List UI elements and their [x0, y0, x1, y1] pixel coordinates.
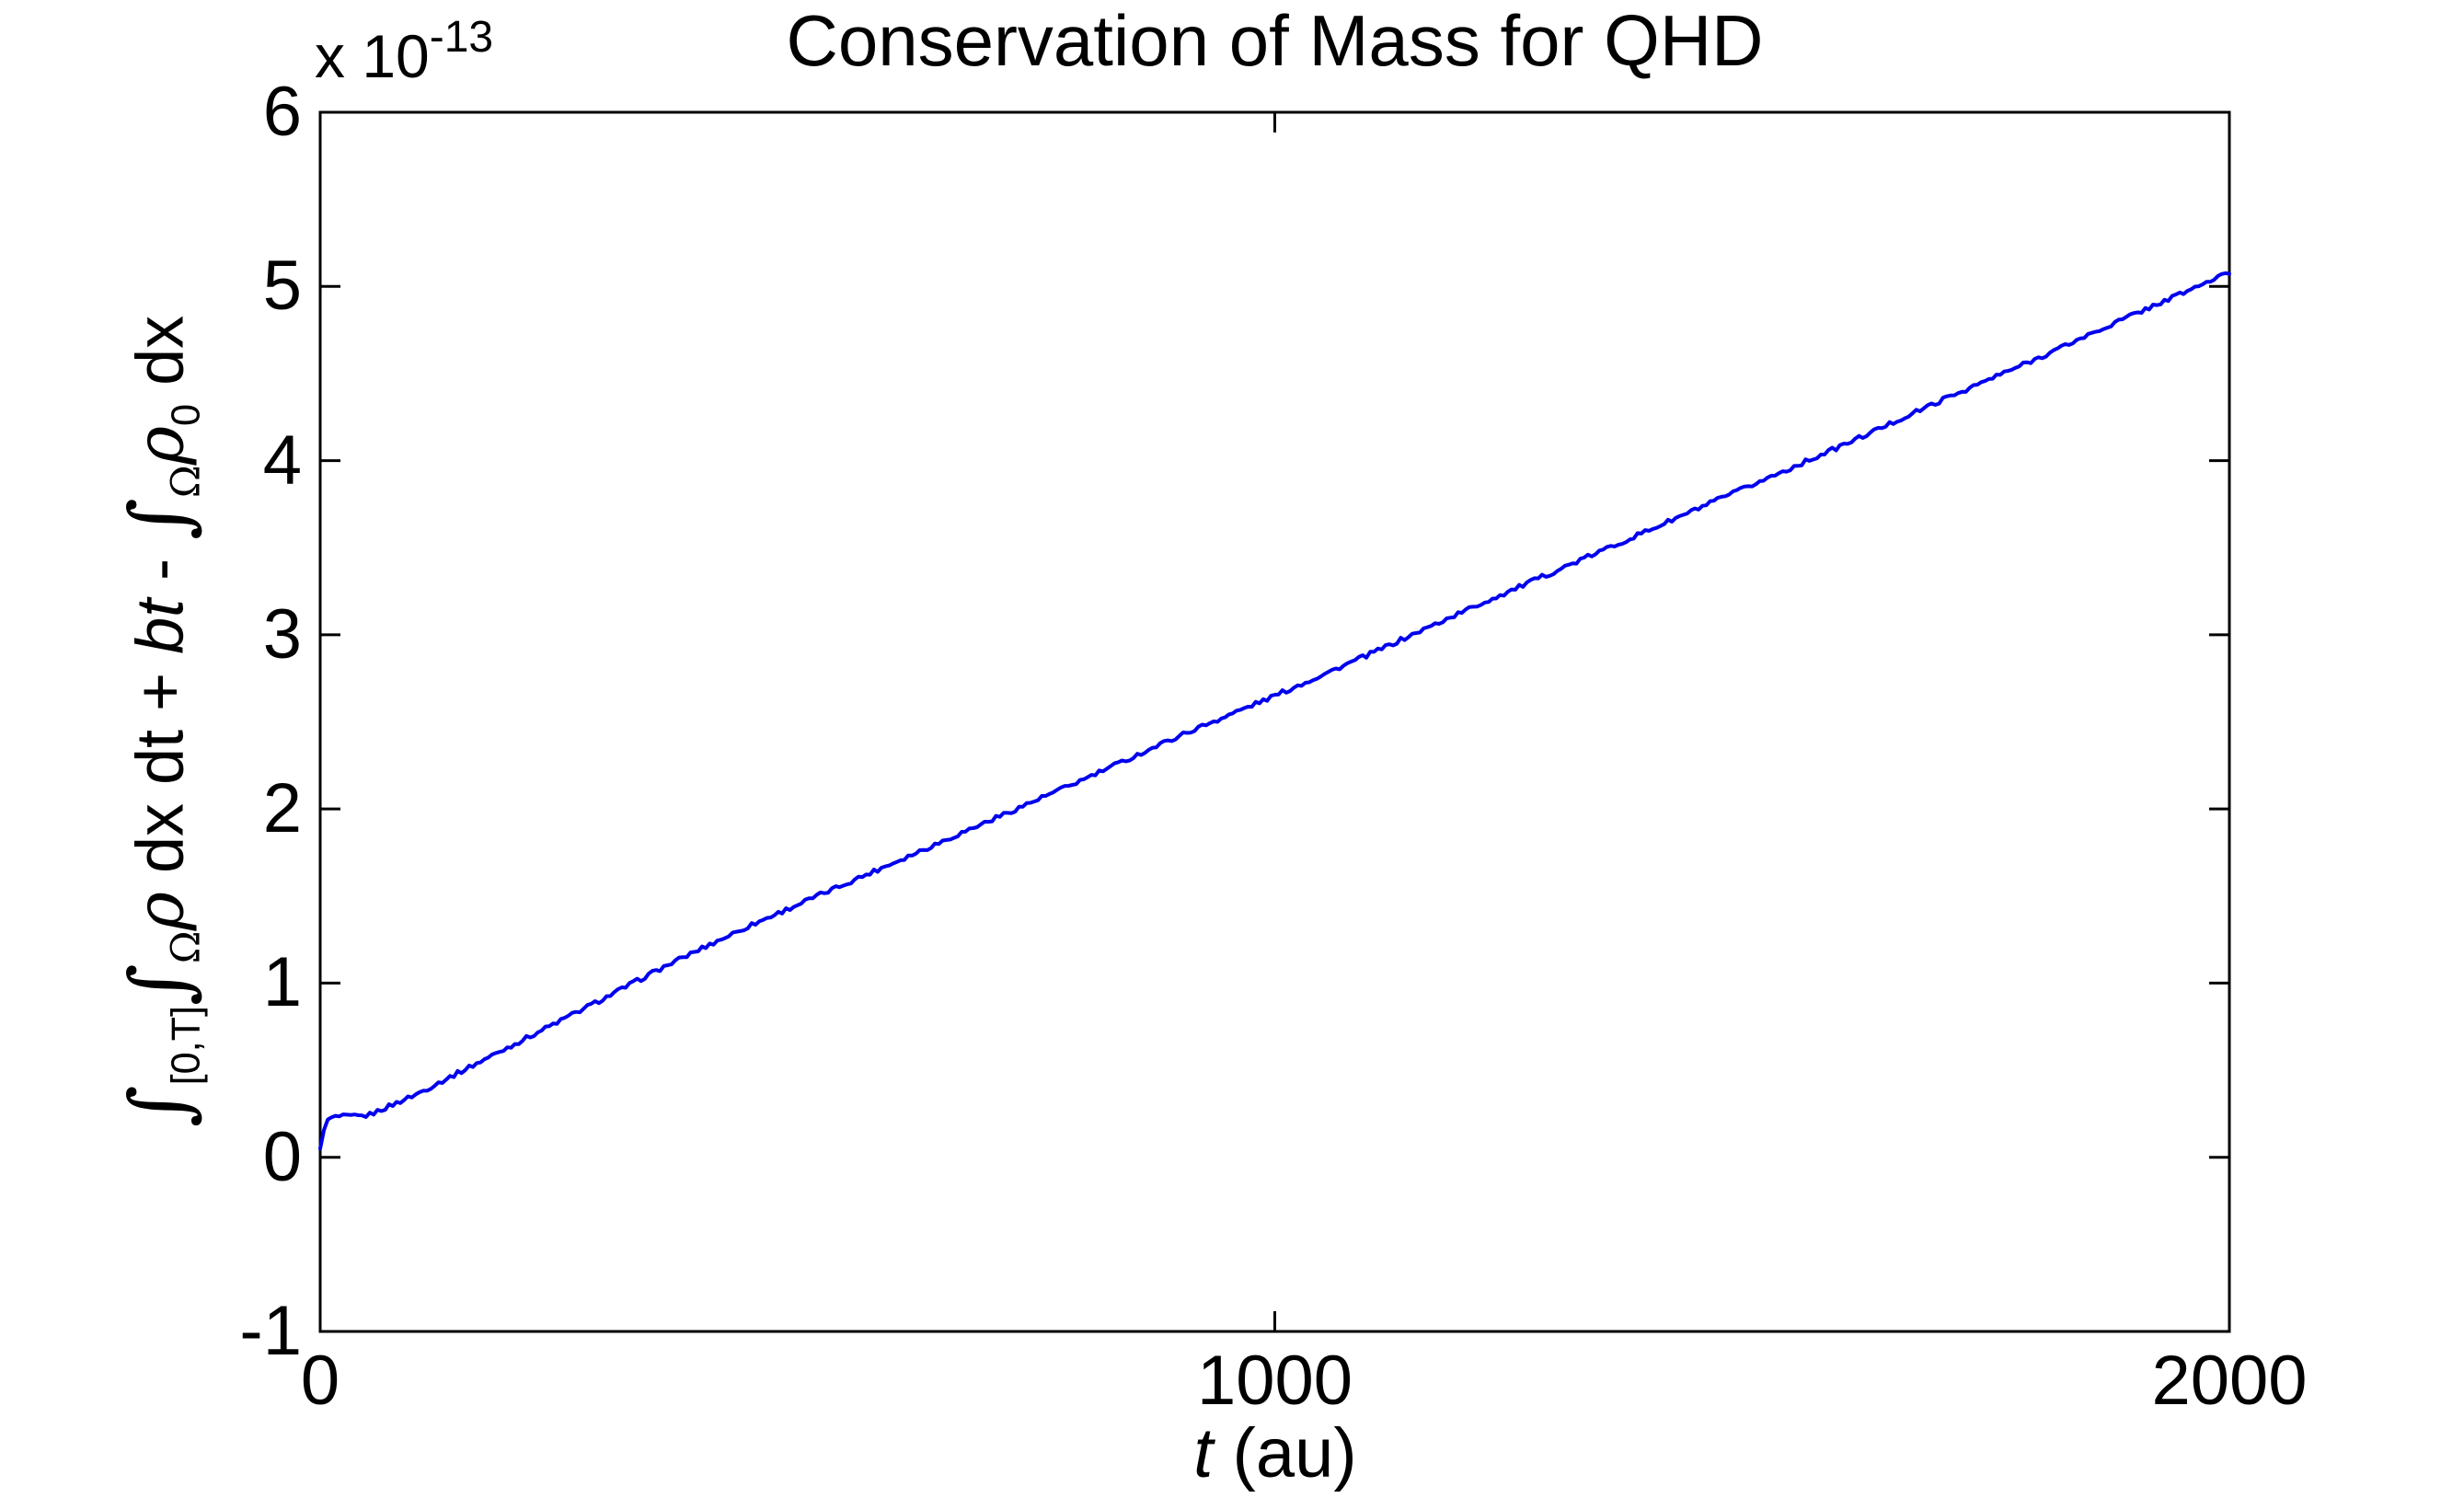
x-tick-label: 1000	[1196, 1342, 1353, 1420]
exponent-value: -13	[429, 13, 494, 62]
y-tick-label: 5	[262, 247, 302, 326]
y-tick-label: 4	[262, 421, 302, 500]
y-tick-label: -1	[239, 1292, 302, 1370]
label-segment: (au)	[1213, 1414, 1357, 1492]
x-tick-label: 0	[300, 1342, 340, 1420]
y-tick-label: 6	[262, 73, 302, 151]
y-axis-exponent-label: x 10-13	[315, 13, 493, 96]
exponent-prefix: x 10	[315, 22, 430, 90]
y-tick-label: 0	[262, 1117, 302, 1196]
label-segment: t	[1193, 1414, 1214, 1492]
x-tick-label: 2000	[2151, 1342, 2308, 1420]
chart-title: Conservation of Mass for QHD	[786, 0, 1764, 81]
y-tick-label: 3	[262, 594, 302, 674]
y-tick-label: 1	[262, 943, 302, 1022]
axes-frame	[318, 110, 2231, 1333]
x-axis-label: t (au)	[1193, 1413, 1356, 1493]
series-line	[318, 271, 2231, 1151]
y-tick-label: 2	[262, 769, 302, 848]
